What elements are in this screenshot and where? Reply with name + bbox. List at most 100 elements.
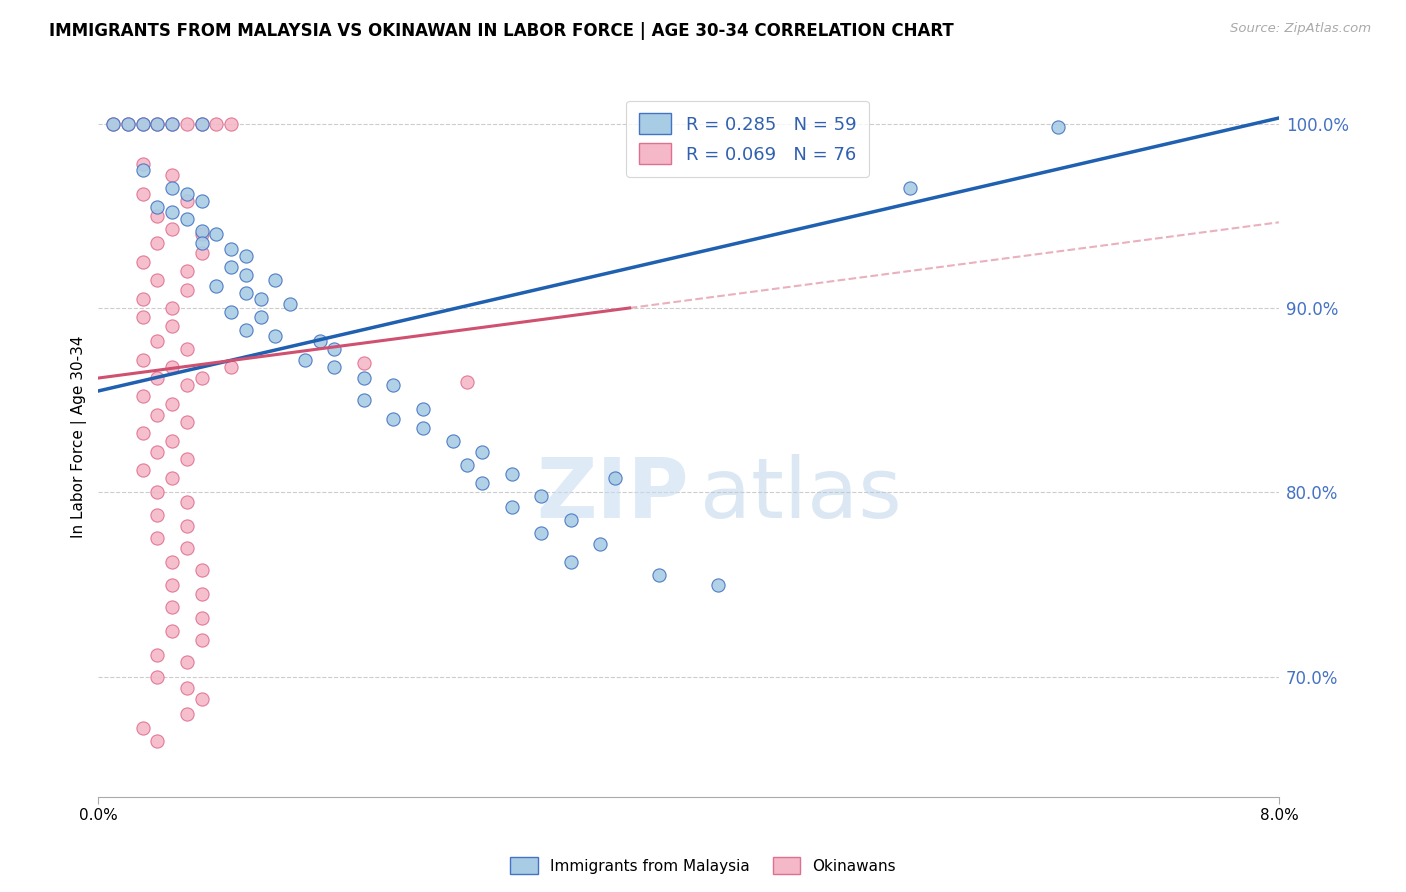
Point	[308, 334, 330, 348]
Point	[131, 255, 153, 269]
Point	[456, 375, 478, 389]
Y-axis label: In Labor Force | Age 30-34: In Labor Force | Age 30-34	[72, 335, 87, 538]
Point	[190, 117, 212, 131]
Point	[146, 236, 169, 251]
Point	[219, 260, 242, 275]
Point	[146, 508, 169, 522]
Point	[160, 117, 183, 131]
Point	[101, 117, 124, 131]
Point	[190, 227, 212, 242]
Point	[176, 264, 198, 278]
Point	[131, 352, 153, 367]
Point	[219, 117, 242, 131]
Point	[101, 117, 124, 131]
Point	[146, 532, 169, 546]
Point	[382, 378, 405, 392]
Legend: Immigrants from Malaysia, Okinawans: Immigrants from Malaysia, Okinawans	[503, 851, 903, 880]
Point	[190, 223, 212, 237]
Point	[131, 186, 153, 201]
Point	[471, 445, 494, 459]
Point	[160, 434, 183, 448]
Point	[176, 283, 198, 297]
Point	[131, 117, 153, 131]
Point	[176, 706, 198, 721]
Point	[190, 611, 212, 625]
Point	[190, 194, 212, 208]
Point	[530, 525, 553, 540]
Point	[146, 371, 169, 385]
Point	[131, 310, 153, 325]
Point	[190, 692, 212, 706]
Point	[205, 227, 228, 242]
Point	[456, 458, 478, 472]
Point	[160, 181, 183, 195]
Point	[190, 245, 212, 260]
Point	[146, 445, 169, 459]
Point	[1046, 120, 1069, 135]
Point	[160, 556, 183, 570]
Point	[146, 734, 169, 748]
Point	[146, 334, 169, 348]
Point	[160, 577, 183, 591]
Point	[146, 648, 169, 662]
Point	[160, 359, 183, 374]
Point	[603, 470, 626, 484]
Point	[131, 722, 153, 736]
Point	[131, 426, 153, 441]
Point	[235, 268, 257, 282]
Point	[160, 397, 183, 411]
Point	[146, 273, 169, 287]
Point	[146, 117, 169, 131]
Point	[176, 212, 198, 227]
Point	[353, 393, 375, 408]
Point	[219, 242, 242, 256]
Point	[176, 518, 198, 533]
Point	[146, 117, 169, 131]
Point	[160, 117, 183, 131]
Point	[412, 421, 434, 435]
Point	[648, 568, 671, 582]
Point	[160, 221, 183, 235]
Text: IMMIGRANTS FROM MALAYSIA VS OKINAWAN IN LABOR FORCE | AGE 30-34 CORRELATION CHAR: IMMIGRANTS FROM MALAYSIA VS OKINAWAN IN …	[49, 22, 953, 40]
Point	[898, 181, 921, 195]
Point	[190, 587, 212, 601]
Point	[190, 371, 212, 385]
Point	[190, 632, 212, 647]
Point	[160, 168, 183, 182]
Point	[190, 563, 212, 577]
Point	[131, 157, 153, 171]
Point	[560, 556, 582, 570]
Text: ZIP: ZIP	[536, 454, 689, 535]
Point	[176, 452, 198, 467]
Point	[131, 117, 153, 131]
Point	[131, 292, 153, 306]
Point	[353, 356, 375, 370]
Point	[160, 319, 183, 334]
Point	[160, 205, 183, 219]
Point	[235, 249, 257, 263]
Point	[190, 117, 212, 131]
Point	[205, 278, 228, 293]
Point	[176, 186, 198, 201]
Text: Source: ZipAtlas.com: Source: ZipAtlas.com	[1230, 22, 1371, 36]
Text: atlas: atlas	[700, 454, 903, 535]
Point	[131, 162, 153, 177]
Point	[707, 577, 730, 591]
Point	[146, 485, 169, 500]
Point	[219, 359, 242, 374]
Point	[205, 117, 228, 131]
Point	[160, 301, 183, 315]
Point	[278, 297, 301, 311]
Point	[176, 494, 198, 508]
Point	[176, 378, 198, 392]
Point	[235, 323, 257, 337]
Point	[353, 371, 375, 385]
Point	[412, 402, 434, 417]
Point	[264, 328, 287, 343]
Point	[117, 117, 139, 131]
Point	[176, 342, 198, 356]
Point	[160, 624, 183, 638]
Point	[441, 434, 464, 448]
Point	[219, 304, 242, 318]
Point	[131, 389, 153, 403]
